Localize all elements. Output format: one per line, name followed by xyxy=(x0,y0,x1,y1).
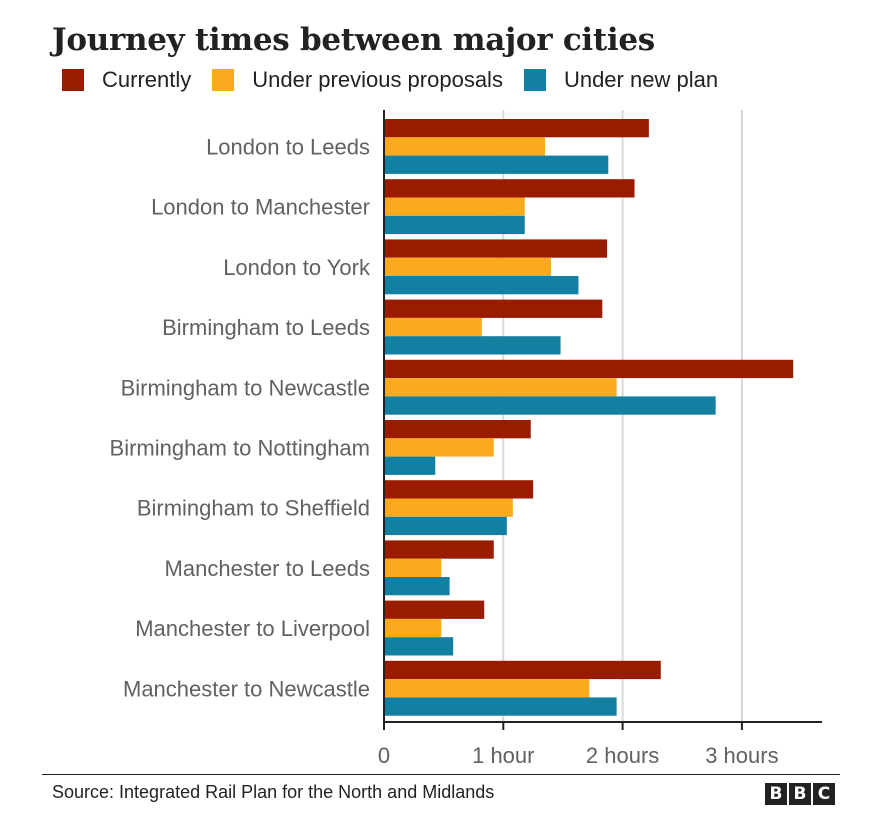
bar xyxy=(384,215,525,235)
legend-swatch-previous-proposals xyxy=(212,69,235,91)
legend-item-currently: Currently xyxy=(62,67,191,93)
bar xyxy=(384,119,649,138)
bar xyxy=(384,336,561,355)
chart-title: Journey times between major cities xyxy=(52,22,655,58)
bar xyxy=(384,516,507,536)
bar xyxy=(384,660,661,680)
bar xyxy=(384,679,590,698)
legend-swatch-new-plan xyxy=(523,69,546,91)
footer-divider xyxy=(42,774,840,775)
bar xyxy=(384,378,617,397)
x-axis: 0 1 hour 2 hours 3 hours xyxy=(378,110,822,768)
bar xyxy=(384,257,552,276)
category-label: London to Leeds xyxy=(206,134,370,159)
legend-swatch-currently xyxy=(62,69,84,91)
source-note: Source: Integrated Rail Plan for the Nor… xyxy=(52,782,495,802)
category-label: Manchester to Liverpool xyxy=(135,616,370,641)
bar xyxy=(384,420,531,439)
category-labels: London to Leeds London to Manchester Londo… xyxy=(110,134,371,701)
bar xyxy=(384,179,635,198)
bar xyxy=(384,498,513,517)
bar xyxy=(384,155,609,174)
category-label: Birmingham to Sheffield xyxy=(137,496,370,521)
bar xyxy=(384,697,617,716)
category-label: London to York xyxy=(223,255,371,280)
bar xyxy=(384,600,485,619)
bar xyxy=(384,197,525,216)
bar xyxy=(384,637,454,656)
bbc-logo-letter: B xyxy=(765,783,787,805)
bars xyxy=(384,119,794,716)
legend-label-previous-proposals: Under previous proposals xyxy=(252,67,503,92)
bar xyxy=(384,456,436,475)
bar xyxy=(384,396,716,415)
x-tick-label: 3 hours xyxy=(705,743,778,768)
bar xyxy=(384,359,794,379)
bar xyxy=(384,480,534,499)
legend-label-currently: Currently xyxy=(102,67,192,92)
category-label: Birmingham to Leeds xyxy=(162,315,370,340)
bar xyxy=(384,299,603,318)
bar xyxy=(384,558,442,577)
bar xyxy=(384,577,450,596)
legend: Currently Under previous proposals Under… xyxy=(62,66,739,94)
category-label: London to Manchester xyxy=(151,195,370,220)
gridlines xyxy=(502,110,743,722)
legend-label-new-plan: Under new plan xyxy=(563,67,719,92)
bar xyxy=(384,540,494,559)
bar xyxy=(384,239,608,258)
legend-item-previous-proposals: Under previous proposals xyxy=(212,67,503,93)
category-label: Birmingham to Nottingham xyxy=(110,435,370,460)
bar xyxy=(384,276,579,295)
category-label: Birmingham to Newcastle xyxy=(121,375,370,400)
x-tick-label: 0 xyxy=(378,743,390,768)
bar xyxy=(384,137,546,156)
x-tick-label: 2 hours xyxy=(586,743,659,768)
category-label: Manchester to Newcastle xyxy=(123,676,370,701)
bar xyxy=(384,317,482,337)
x-tick-label: 1 hour xyxy=(472,743,534,768)
category-label: Manchester to Leeds xyxy=(165,556,370,581)
bbc-logo: B B C xyxy=(763,783,835,805)
bar xyxy=(384,618,442,638)
bbc-logo-letter: B xyxy=(789,783,811,805)
legend-item-new-plan: Under new plan xyxy=(523,67,719,93)
bbc-logo-letter: C xyxy=(813,783,835,805)
bar xyxy=(384,438,494,457)
